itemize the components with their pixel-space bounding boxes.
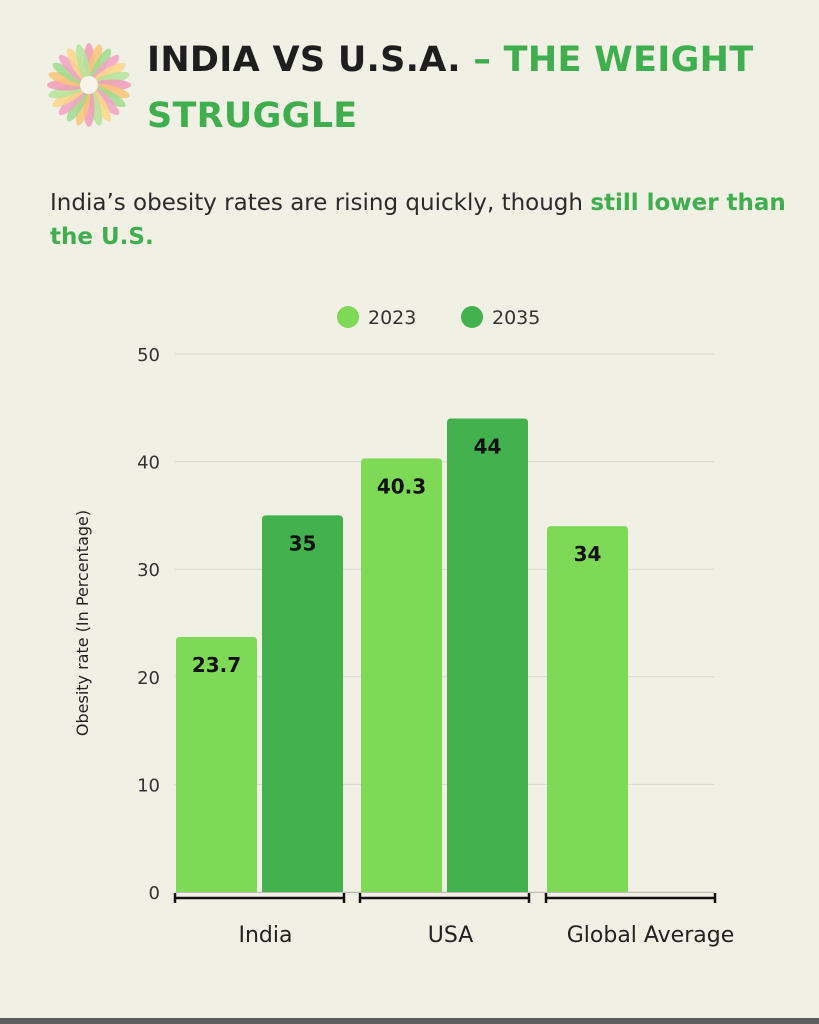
title-part-1: INDIA VS U.S.A. [147,40,461,80]
bar-india-2035 [262,515,343,892]
subtitle: India’s obesity rates are rising quickly… [50,186,810,254]
data-label: 34 [574,542,602,566]
y-tick-label: 20 [137,668,160,689]
x-tick-label: India [239,923,293,948]
subtitle-highlight: still lower than the U.S. [50,190,786,250]
data-label: 44 [474,435,502,459]
bar-chart: 0 10 20 30 40 50 Obesity rate (In Percentage) 2… [73,306,735,948]
flower-logo-icon [47,43,131,127]
y-tick-label: 10 [137,775,160,796]
data-label: 23.7 [192,653,241,677]
data-label: 40.3 [377,474,426,498]
legend-marker-2035 [461,306,483,328]
data-label: 35 [289,531,317,555]
y-tick-label: 50 [137,345,160,366]
y-tick-label: 0 [149,883,160,904]
y-tick-label: 30 [137,560,160,581]
bar-india-2023 [176,636,257,892]
subtitle-part-1: India’s obesity rates are rising quickly… [50,190,591,216]
x-tick-label: USA [428,923,474,948]
logo-petal [75,44,91,82]
bar-usa-2035 [447,418,528,892]
bottom-divider [0,1018,819,1024]
legend-marker-2023 [337,306,359,328]
bar-usa-2023 [361,458,442,892]
title-part-2: – THE WEIGHT STRUGGLE [147,40,754,136]
legend-label-2035: 2035 [492,307,540,329]
logo-center [80,76,98,94]
legend-label-2023: 2023 [368,307,416,329]
x-tick-label: Global Average [567,923,735,948]
y-tick-label: 40 [137,453,160,474]
page-title: INDIA VS U.S.A. – THE WEIGHT STRUGGLE [147,32,797,144]
bar-global-average-2023 [547,526,628,892]
y-axis-label: Obesity rate (In Percentage) [73,510,92,736]
